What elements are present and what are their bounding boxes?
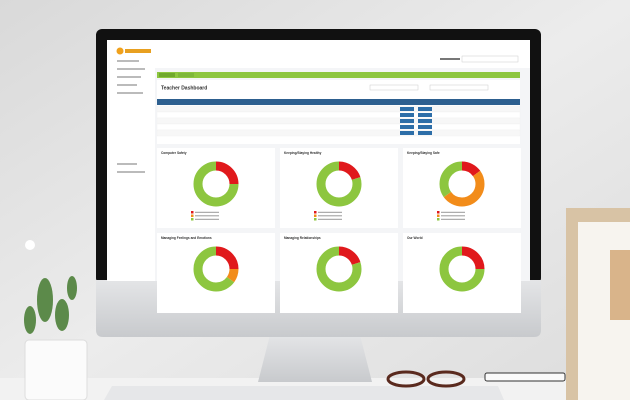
legend-text: [441, 218, 465, 220]
glasses: [386, 370, 466, 388]
keyboard: [104, 386, 504, 400]
legend-text: [318, 211, 342, 213]
row-button[interactable]: [400, 131, 414, 135]
row-button[interactable]: [400, 125, 414, 129]
tab-bar: [157, 72, 520, 78]
legend-swatch: [314, 218, 317, 221]
donut-segment: [439, 246, 485, 292]
card-title: Managing Relationships: [284, 236, 321, 240]
card-title: Keeping/Staying Safe: [407, 151, 440, 155]
pen-box: [484, 372, 566, 382]
card-title: Computer Safety: [161, 151, 187, 155]
table-header: [157, 99, 520, 105]
table-row: [156, 105, 521, 113]
card: [280, 148, 398, 228]
legend-swatch: [314, 211, 317, 214]
legend-swatch: [437, 218, 440, 221]
monitor-stand: [258, 335, 372, 382]
card: [157, 233, 275, 313]
flower: [25, 240, 35, 250]
legend-swatch: [437, 211, 440, 214]
row-button[interactable]: [418, 107, 432, 111]
legend-swatch: [437, 214, 440, 217]
table-row: [156, 111, 521, 119]
donut-segment: [193, 246, 239, 292]
donut-segment: [316, 246, 362, 292]
row-button[interactable]: [400, 119, 414, 123]
table-row: [156, 123, 521, 131]
legend-swatch: [191, 214, 194, 217]
year-label: [440, 58, 460, 60]
legend-text: [318, 218, 342, 220]
legend-text: [441, 215, 465, 217]
filter-select[interactable]: [429, 84, 489, 91]
legend-text: [195, 218, 219, 220]
card: [403, 148, 521, 228]
card: [280, 233, 398, 313]
legend-swatch: [191, 218, 194, 221]
legend-text: [195, 215, 219, 217]
page-title: Teacher Dashboard: [161, 85, 207, 91]
filter-select[interactable]: [369, 84, 419, 91]
row-button[interactable]: [418, 131, 432, 135]
plant: [24, 276, 77, 334]
card-title: Managing Feelings and Emotions: [161, 236, 212, 240]
logo-text: [125, 49, 151, 53]
donut-segment: [439, 161, 485, 207]
top-bar: [155, 40, 530, 68]
picture: [610, 250, 630, 320]
donut-segment: [439, 161, 485, 207]
logo: [116, 47, 124, 55]
row-button[interactable]: [418, 125, 432, 129]
row-button[interactable]: [400, 107, 414, 111]
legend-text: [195, 211, 219, 213]
sidebar-menu: [117, 60, 145, 173]
row-button[interactable]: [418, 119, 432, 123]
row-button[interactable]: [400, 113, 414, 117]
card: [157, 148, 275, 228]
legend-swatch: [191, 211, 194, 214]
sidebar: [107, 40, 155, 281]
legend-text: [318, 215, 342, 217]
tab[interactable]: [159, 73, 175, 77]
card-title: Our World: [407, 236, 423, 240]
donut-segment: [193, 161, 239, 207]
cards: Computer Safety Keeping/Staying Healthy Ke…: [157, 148, 521, 313]
legend-swatch: [314, 214, 317, 217]
table-row: [156, 117, 521, 125]
year-select[interactable]: [461, 55, 519, 63]
table-rows: [156, 105, 521, 137]
tab[interactable]: [178, 73, 194, 77]
row-button[interactable]: [418, 113, 432, 117]
donut-segment: [316, 161, 362, 207]
card-title: Keeping/Staying Healthy: [284, 151, 322, 155]
card: [403, 233, 521, 313]
legend-text: [441, 211, 465, 213]
mug: [24, 339, 88, 400]
table-row: [156, 129, 521, 137]
